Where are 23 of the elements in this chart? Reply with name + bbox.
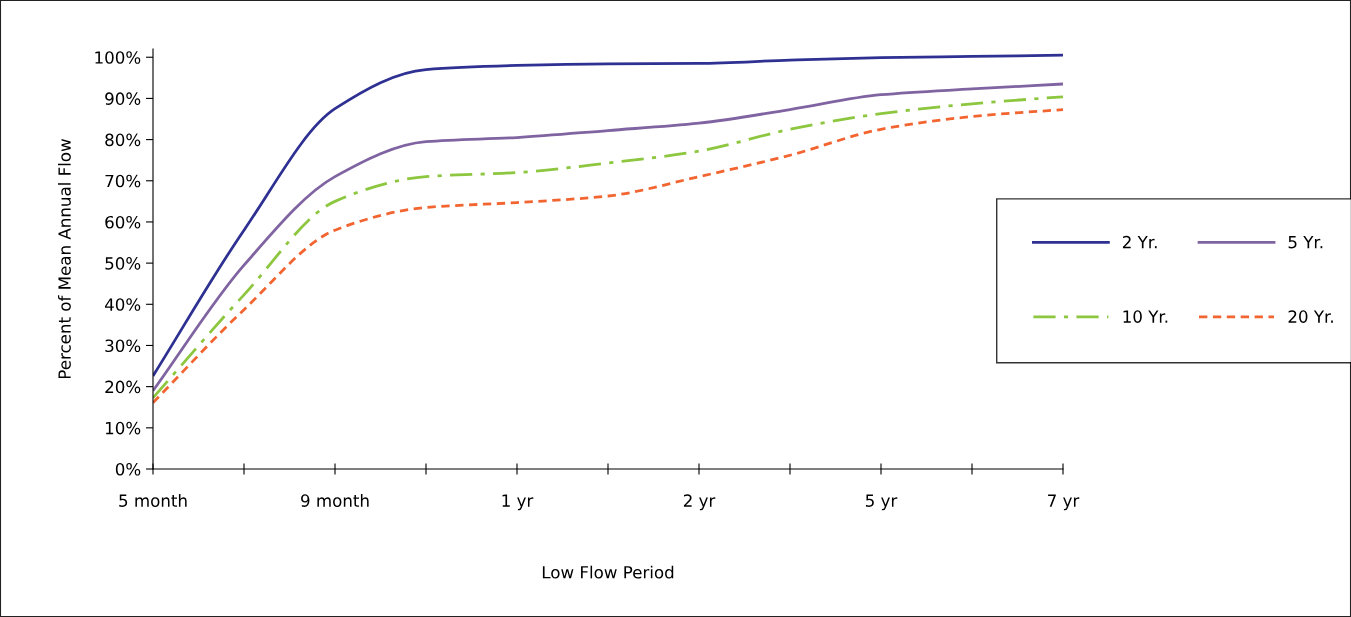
y-tick-label: 10% [105, 421, 141, 435]
legend-label: 20 Yr. [1288, 310, 1333, 323]
y-tick-label: 40% [104, 298, 141, 311]
x-axis-title: Low Flow Period [542, 565, 674, 579]
x-tick-label: 1 yr [502, 494, 534, 511]
y-axis-title: Percent of Mean Annual Flow [57, 139, 71, 379]
legend-label: 2 Yr. [1122, 235, 1157, 249]
y-tick-label: 50% [105, 257, 141, 270]
y-tick-label: 60% [105, 215, 141, 229]
legend-label: 5 Yr. [1288, 236, 1323, 249]
y-tick-label: 30% [105, 339, 141, 353]
y-tick-label: 0% [115, 462, 141, 476]
x-tick-label: 5 month [119, 494, 187, 507]
y-tick-label: 80% [105, 133, 141, 147]
y-tick-label: 100% [95, 51, 141, 64]
x-tick-label: 7 yr [1048, 494, 1080, 511]
legend-label: 10 Yr. [1123, 310, 1168, 323]
y-tick-label: 20% [105, 380, 141, 394]
y-tick-label: 90% [105, 92, 141, 105]
x-tick-label: 2 yr [683, 494, 716, 511]
x-tick-label: 9 month [301, 494, 369, 507]
y-tick-label: 70% [105, 174, 141, 188]
x-tick-label: 5 yr [865, 494, 898, 511]
